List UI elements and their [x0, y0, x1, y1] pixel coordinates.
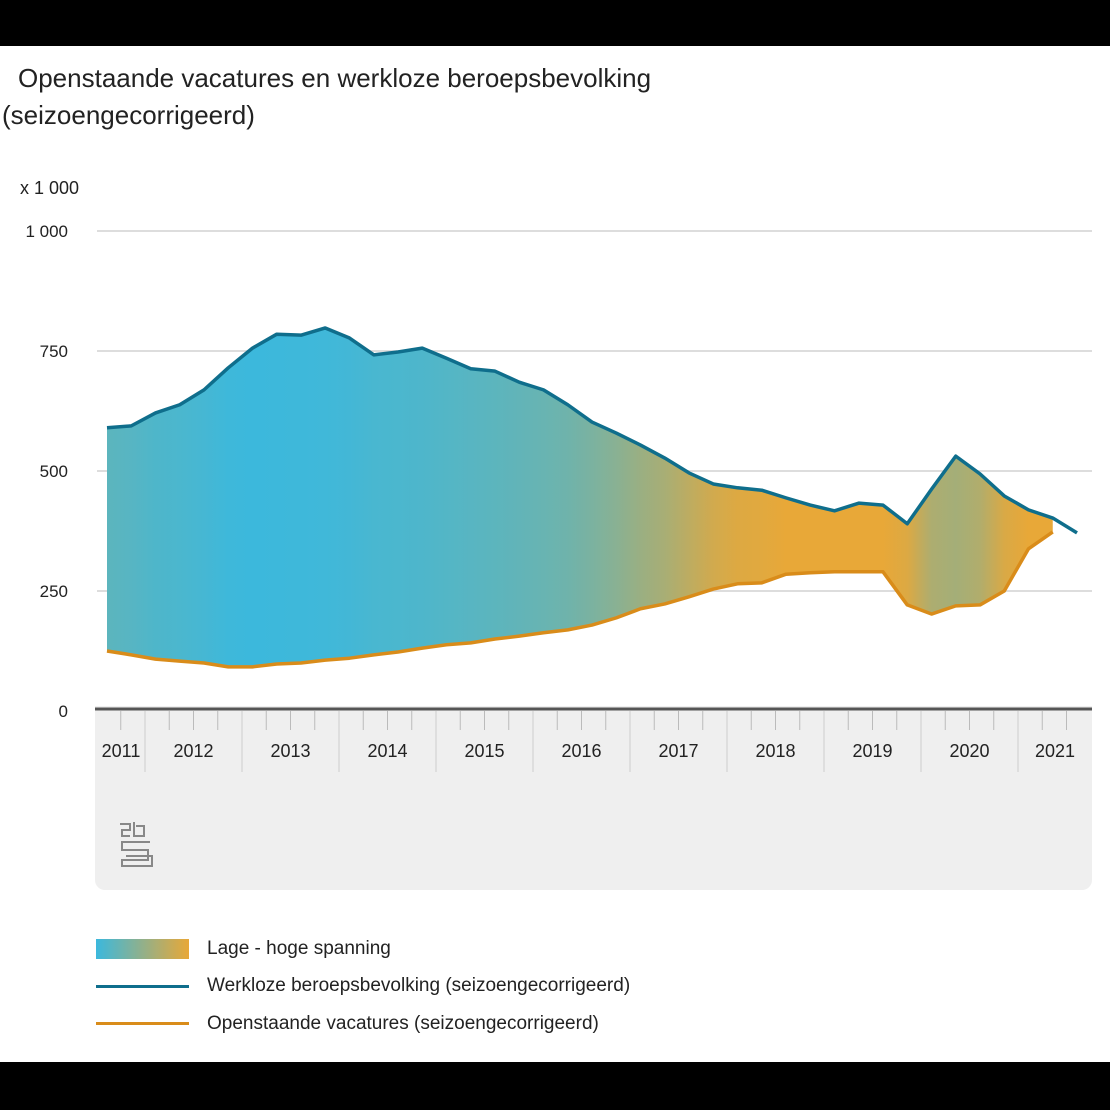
x-tick-label: 2012 — [173, 741, 213, 761]
x-tick-label: 2017 — [658, 741, 698, 761]
x-tick-label: 2016 — [561, 741, 601, 761]
x-axis-panel — [95, 706, 1092, 890]
y-tick-label: 1 000 — [25, 222, 68, 241]
x-tick-label: 2020 — [949, 741, 989, 761]
x-tick-label: 2018 — [755, 741, 795, 761]
x-tick-label: 2015 — [464, 741, 504, 761]
legend-item-werkloze: Werkloze beroepsbevolking (seizoengecorr… — [96, 968, 630, 1006]
chart-title-line1: Openstaande vacatures en werkloze beroep… — [18, 63, 652, 93]
legend-line-swatch — [96, 1022, 189, 1026]
y-tick-label: 0 — [59, 702, 68, 721]
y-tick-label: 500 — [40, 462, 68, 481]
bottom-black-bar — [0, 1062, 1110, 1110]
x-tick-label: 2013 — [270, 741, 310, 761]
legend: Lage - hoge spanning Werkloze beroepsbev… — [96, 930, 630, 1043]
legend-item-spanning: Lage - hoge spanning — [96, 930, 630, 968]
top-black-bar — [0, 0, 1110, 46]
legend-label: Werkloze beroepsbevolking (seizoengecorr… — [207, 975, 631, 997]
y-tick-label: 750 — [40, 342, 68, 361]
legend-gradient-swatch — [96, 938, 189, 959]
legend-label: Openstaande vacatures (seizoengecorrigee… — [207, 1012, 599, 1034]
x-tick-label: 2019 — [852, 741, 892, 761]
legend-label: Lage - hoge spanning — [207, 937, 391, 959]
chart-title-line2: (seizoengecorrigeerd) — [2, 100, 255, 130]
chart-title: Openstaande vacatures en werkloze beroep… — [2, 60, 652, 134]
x-tick-label: 2021 — [1035, 741, 1075, 761]
x-tick-label: 2011 — [102, 741, 141, 761]
cbs-logo — [120, 822, 153, 867]
x-tick-label: 2014 — [367, 741, 407, 761]
legend-item-vacatures: Openstaande vacatures (seizoengecorrigee… — [96, 1005, 630, 1043]
y-axis-unit: x 1 000 — [20, 178, 80, 198]
vacatures-line — [106, 530, 1054, 669]
spanning-area — [107, 327, 1053, 667]
y-tick-label: 250 — [40, 582, 68, 601]
legend-line-swatch — [96, 984, 189, 988]
